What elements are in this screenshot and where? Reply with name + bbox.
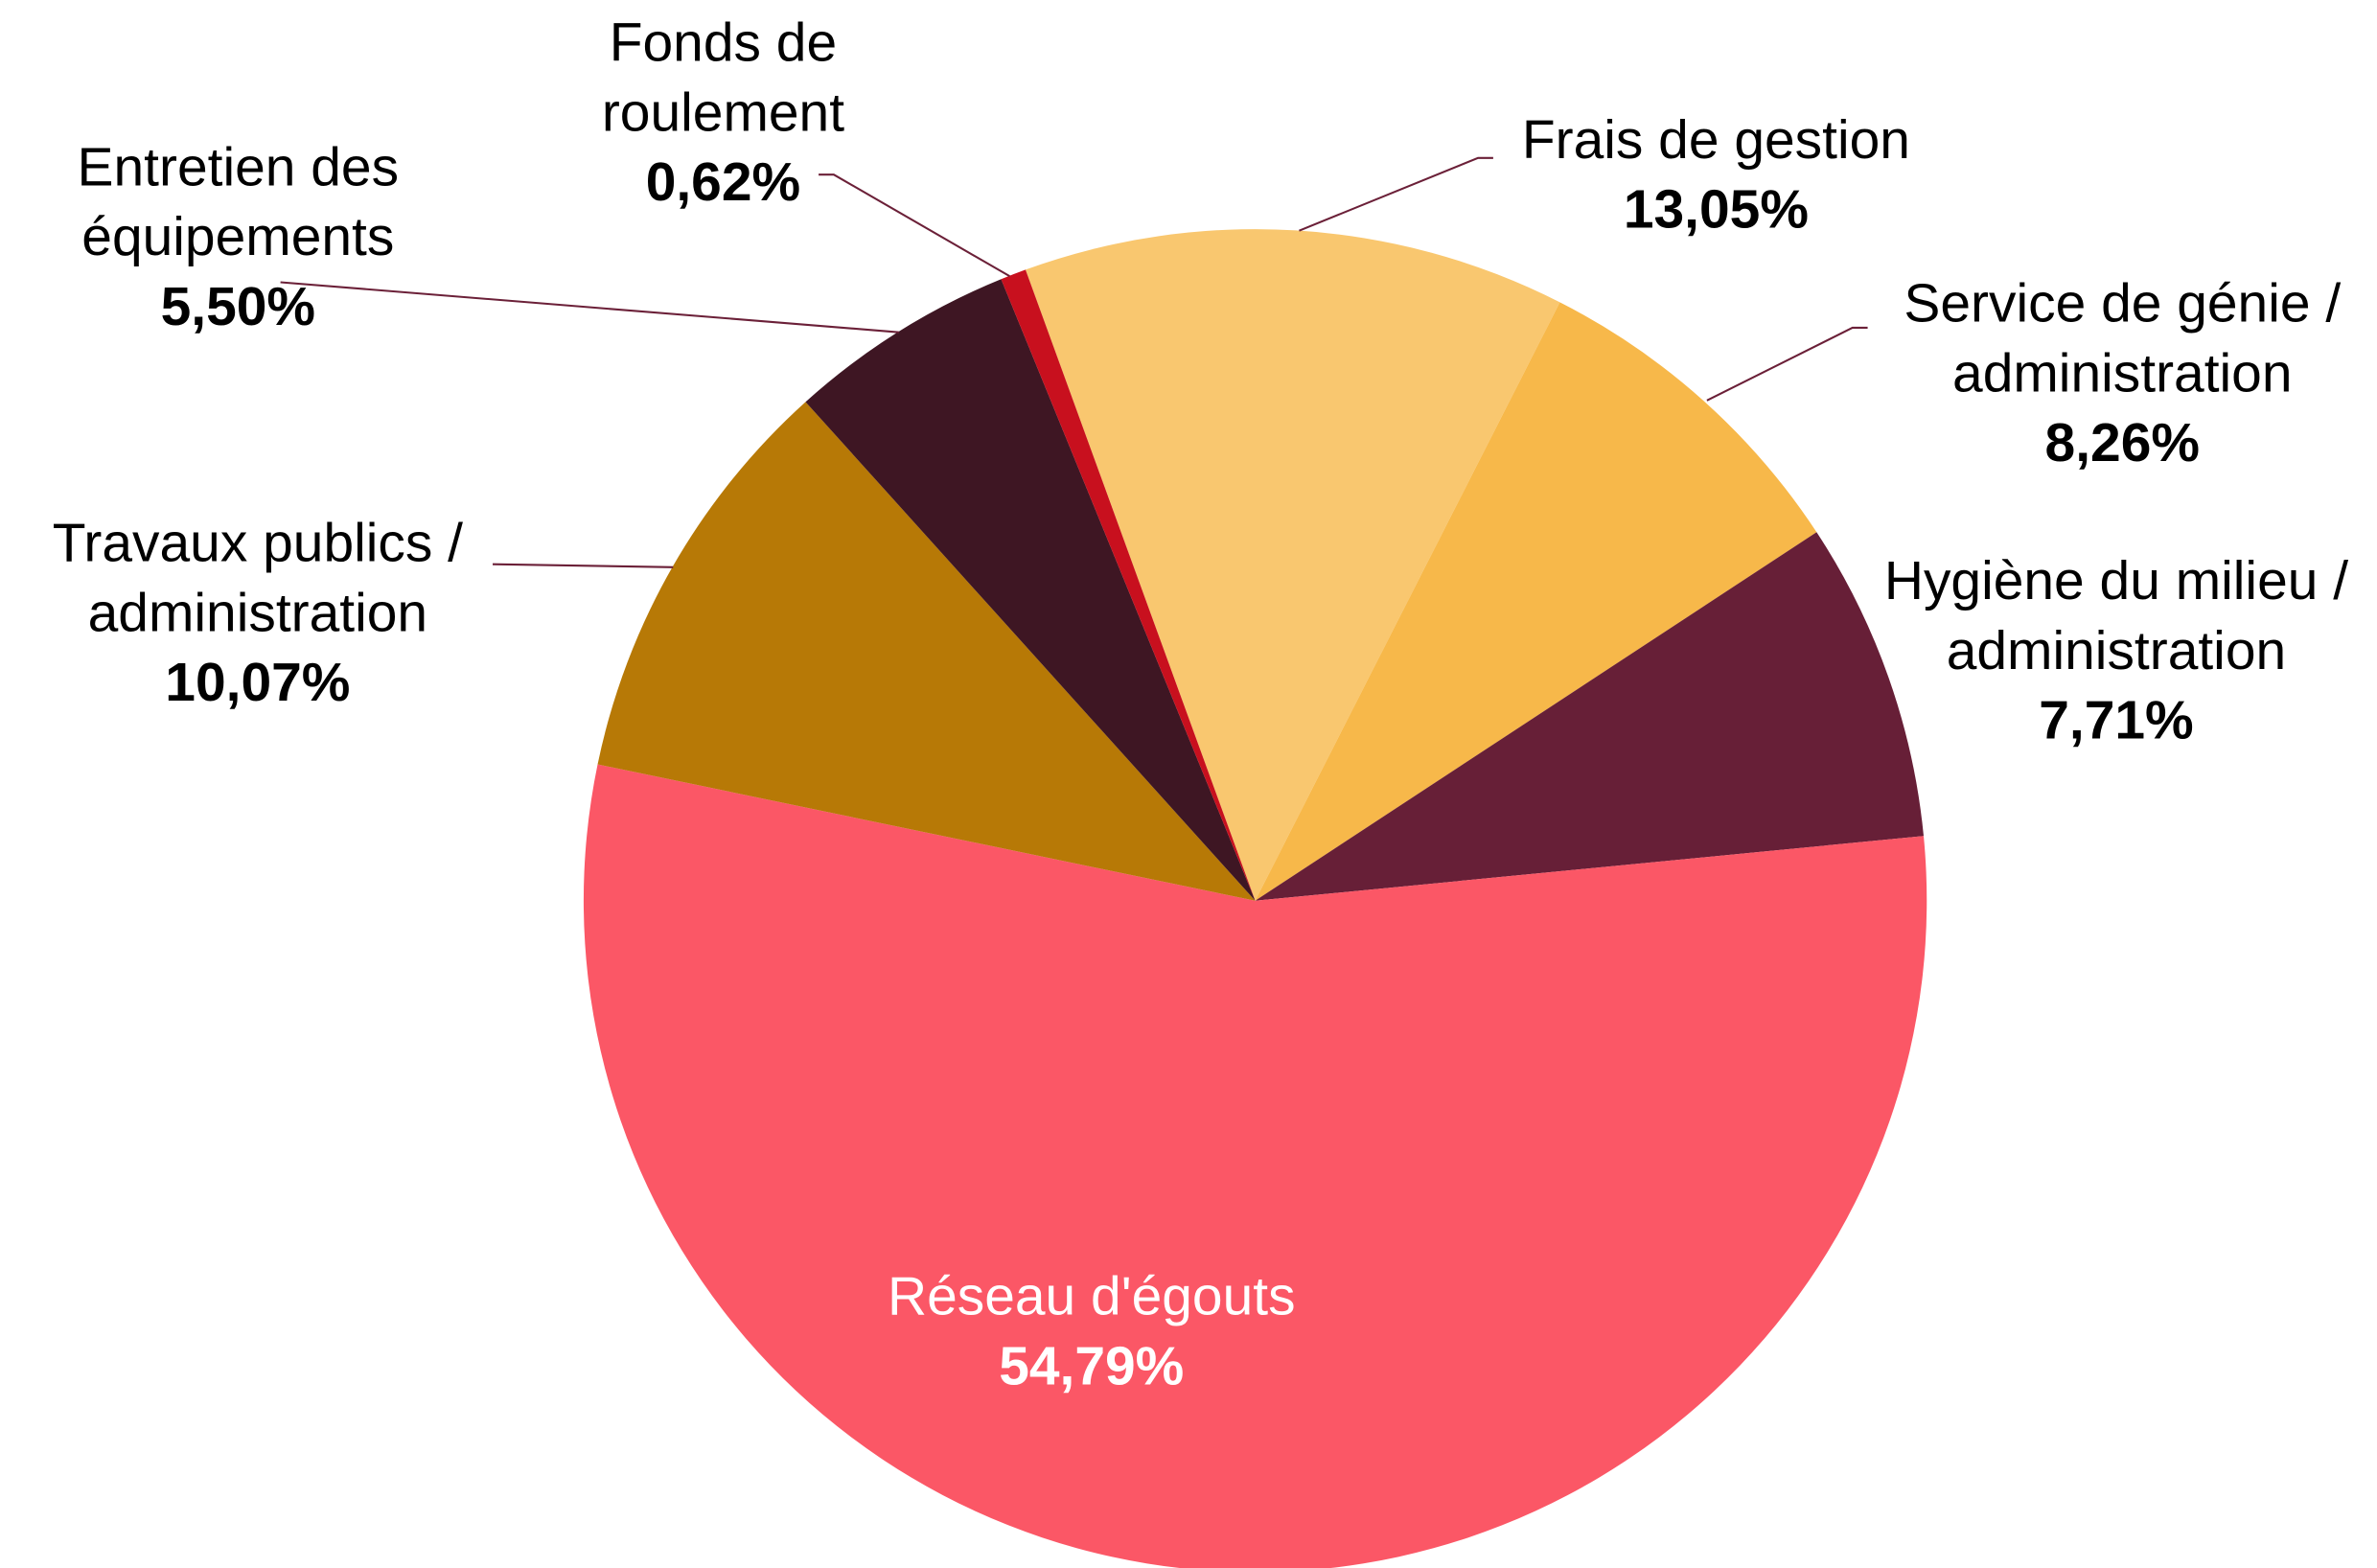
category-label: Fonds de roulement — [601, 11, 845, 143]
category-label: Réseau d'égouts — [887, 1264, 1296, 1327]
label-box: Entretien des équipements 5,50% — [49, 132, 427, 341]
leader-line — [819, 173, 1010, 278]
slice-label: Entretien des équipements 5,50% — [49, 132, 427, 341]
label-box: Hygiène du milieu / administration 7,71% — [1866, 546, 2366, 755]
label-box: Réseau d'égouts 54,79% — [788, 1261, 1395, 1401]
pie-slice — [1001, 269, 1256, 901]
leader-line — [1706, 326, 1868, 402]
pie-slice — [584, 764, 1927, 1568]
value-label: 7,71% — [2039, 688, 2194, 751]
pie — [584, 229, 1927, 1568]
leader-line — [493, 563, 674, 568]
pie-slice — [597, 402, 1256, 901]
pie-slice — [1255, 302, 1817, 901]
slice-label: Fonds de roulement 0,62% — [571, 8, 874, 217]
value-label: 13,05% — [1623, 177, 1809, 241]
leader-lines — [280, 156, 1868, 568]
category-label: Hygiène du milieu / administration — [1883, 548, 2349, 681]
label-box: Fonds de roulement 0,62% — [571, 8, 874, 217]
label-box: Frais de gestion 13,05% — [1473, 104, 1958, 244]
slice-label: Travaux publics / administration 10,07% — [15, 508, 500, 717]
value-label: 10,07% — [165, 650, 351, 713]
category-label: Travaux publics / administration — [52, 511, 464, 643]
value-label: 0,62% — [645, 150, 801, 213]
pie-slice — [1025, 229, 1560, 901]
value-label: 5,50% — [160, 274, 316, 337]
leader-line — [1299, 156, 1493, 232]
value-label: 8,26% — [2044, 410, 2200, 473]
value-label: 54,79% — [999, 1334, 1185, 1396]
pie-slice — [1255, 532, 1924, 901]
category-label: Entretien des équipements — [77, 135, 400, 267]
leader-line — [280, 281, 899, 334]
slice-label: Réseau d'égouts 54,79% — [788, 1261, 1395, 1401]
category-label: Service de génie / administration — [1904, 271, 2342, 404]
pie-slice — [805, 279, 1256, 901]
category-label: Frais de gestion — [1521, 107, 1910, 171]
label-box: Service de génie / administration 8,26% — [1864, 268, 2377, 477]
label-box: Travaux publics / administration 10,07% — [15, 508, 500, 717]
slice-label: Hygiène du milieu / administration 7,71% — [1866, 546, 2366, 755]
